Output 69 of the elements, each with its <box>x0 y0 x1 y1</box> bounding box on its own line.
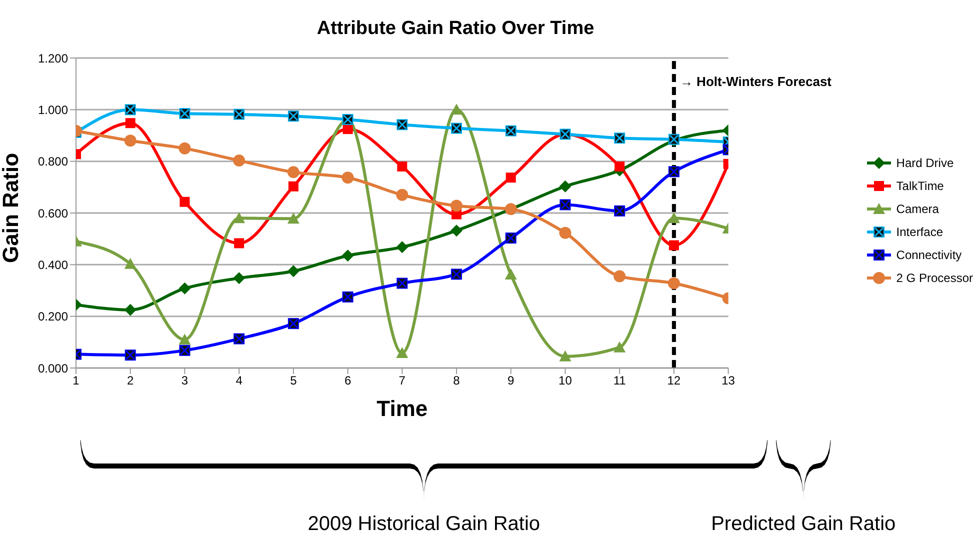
ref-line-label: → Holt-Winters Forecast <box>680 74 832 89</box>
legend-label: TalkTime <box>896 178 944 192</box>
point <box>668 212 680 224</box>
y-tick-label: 0.400 <box>38 258 68 272</box>
point <box>178 282 191 294</box>
point <box>178 142 191 154</box>
point <box>614 270 626 282</box>
point <box>124 304 136 316</box>
point <box>450 200 463 212</box>
point <box>450 104 463 115</box>
point <box>287 166 300 178</box>
y-tick-label: 0.000 <box>38 361 68 376</box>
y-tick-label: 0.600 <box>38 206 68 220</box>
x-tick-label: 5 <box>290 374 298 388</box>
point <box>614 162 625 172</box>
point <box>287 265 300 278</box>
point <box>342 124 353 134</box>
y-tick-label: 1.000 <box>38 102 68 117</box>
point <box>559 180 572 192</box>
x-tick-label: 2 <box>127 374 134 388</box>
legend-label: 2 G Processor <box>896 270 973 284</box>
legend-label: Hard Drive <box>896 156 954 170</box>
point <box>180 196 190 207</box>
point <box>124 134 136 147</box>
point <box>506 172 516 183</box>
y-tick-label: 0.800 <box>38 154 68 169</box>
x-tick-label: 8 <box>453 374 460 388</box>
point <box>614 341 626 352</box>
x-tick-label: 12 <box>667 374 681 388</box>
point <box>287 212 300 224</box>
x-axis-title: Time <box>376 396 428 421</box>
x-tick-label: 11 <box>613 374 626 388</box>
point <box>125 118 136 128</box>
point <box>559 226 572 239</box>
text: Predicted Gain Ratio <box>710 513 897 536</box>
y-tick-label: 0.200 <box>38 310 68 324</box>
point <box>396 347 408 358</box>
point <box>233 212 246 224</box>
y-axis-title: Gain Ratio <box>0 152 23 263</box>
point <box>124 258 136 269</box>
x-tick-label: 10 <box>558 374 572 388</box>
point <box>233 272 246 284</box>
point <box>504 268 517 280</box>
y-tick-label: 1.200 <box>38 51 68 66</box>
point <box>559 350 572 362</box>
point <box>668 240 679 250</box>
x-tick-label: 1 <box>72 374 80 388</box>
point <box>342 172 354 184</box>
x-tick-label: 9 <box>508 374 515 388</box>
x-tick-label: 7 <box>398 374 406 388</box>
chart-title: Attribute Gain Ratio Over Time <box>316 18 596 40</box>
x-tick-label: 13 <box>722 374 736 388</box>
point <box>233 154 246 167</box>
point <box>397 162 408 172</box>
point <box>396 241 408 254</box>
legend-label: Interface <box>896 224 943 238</box>
x-tick-label: 3 <box>181 374 188 388</box>
x-tick-label: 6 <box>344 374 352 388</box>
point <box>178 334 191 345</box>
point <box>234 238 244 248</box>
x-tick-label: 4 <box>236 374 243 388</box>
point <box>450 224 463 237</box>
legend-label: Connectivity <box>896 248 962 262</box>
point <box>396 188 408 201</box>
point <box>342 250 354 262</box>
point <box>668 277 680 290</box>
point <box>288 181 298 192</box>
text: 2009 Historical Gain Ratio <box>306 513 542 536</box>
legend-label: Camera <box>896 202 939 216</box>
